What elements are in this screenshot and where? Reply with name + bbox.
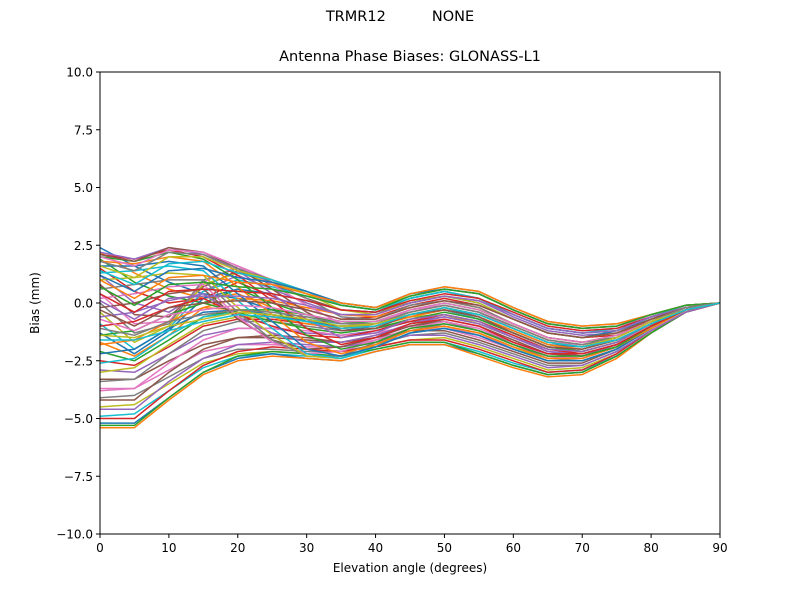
series-line (100, 302, 720, 344)
y-tick-label: 10.0 (66, 66, 93, 80)
y-tick-label: 5.0 (74, 181, 93, 195)
y-tick-label: 7.5 (74, 123, 93, 137)
y-tick-label: −5.0 (64, 412, 93, 426)
series-line (100, 295, 720, 334)
series-line (100, 302, 720, 420)
series-line (100, 281, 720, 330)
x-tick-label: 50 (437, 541, 452, 555)
x-tick-label: 0 (96, 541, 104, 555)
x-tick-label: 40 (368, 541, 383, 555)
chart-title: Antenna Phase Biases: GLONASS-L1 (279, 49, 541, 65)
x-tick-label: 60 (506, 541, 521, 555)
series-line (100, 274, 720, 327)
y-tick-label: 0.0 (74, 297, 93, 311)
y-tick-label: −2.5 (64, 354, 93, 368)
series-lines (100, 246, 720, 429)
series-line (100, 260, 720, 362)
series-line (100, 299, 720, 339)
series-line (100, 302, 720, 427)
series-line (100, 302, 720, 411)
y-tick-label: −7.5 (64, 470, 93, 484)
x-tick-label: 70 (575, 541, 590, 555)
series-line (100, 302, 720, 348)
x-tick-label: 30 (299, 541, 314, 555)
y-tick-label: −10.0 (56, 528, 93, 542)
x-tick-label: 10 (161, 541, 176, 555)
series-line (100, 302, 720, 429)
y-axis-ticks: 10.0 7.5 5.0 2.5 0.0 −2.5 −5.0 −7.5 −10.0 (56, 66, 100, 542)
x-tick-label: 90 (712, 541, 727, 555)
series-line (100, 251, 720, 357)
x-axis-ticks: 0 10 20 30 40 50 60 70 80 90 (96, 534, 728, 555)
x-tick-label: 20 (230, 541, 245, 555)
figure-suptitle: TRMR12 NONE (325, 9, 475, 25)
y-tick-label: 2.5 (74, 239, 93, 253)
x-axis-label: Elevation angle (degrees) (332, 561, 488, 575)
series-line (100, 288, 720, 332)
x-tick-label: 80 (643, 541, 658, 555)
